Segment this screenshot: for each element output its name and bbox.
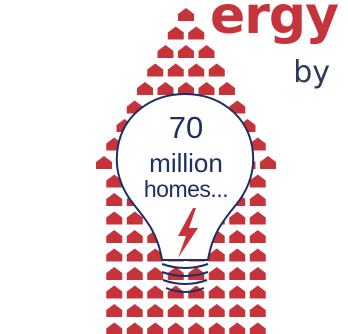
house-icon [208, 304, 225, 317]
house-icon [229, 230, 246, 243]
house-icon [188, 63, 205, 77]
house-icon [208, 285, 225, 299]
house-icon [126, 248, 143, 262]
house-icon [126, 285, 143, 299]
house-icon [126, 230, 143, 243]
house-icon [106, 322, 123, 334]
house-icon [229, 100, 246, 114]
homes-count-unit: million [149, 148, 223, 178]
house-icon [126, 322, 143, 334]
house-icon [96, 156, 112, 169]
homes-count: 70 [168, 110, 204, 145]
house-icon [188, 267, 205, 280]
bulb-base [161, 263, 209, 293]
house-icon [198, 82, 215, 95]
house-icon [147, 285, 164, 299]
house-icon [167, 63, 184, 77]
house-icon [157, 45, 174, 58]
lightning-bolt-icon [178, 208, 198, 258]
house-icon [229, 304, 246, 317]
headline-energy: ergy [209, 0, 339, 46]
house-icon [157, 82, 174, 95]
house-icon [188, 322, 205, 334]
house-icon [167, 304, 184, 317]
house-icon [106, 230, 123, 243]
house-icon [178, 8, 194, 21]
house-icon [167, 322, 184, 334]
house-icon [229, 322, 246, 334]
house-icon [208, 248, 225, 262]
house-icon [229, 267, 246, 280]
house-icon [249, 285, 266, 299]
house-icon [249, 137, 266, 151]
house-icon [229, 285, 246, 299]
house-icon [208, 322, 225, 334]
house-icon [178, 45, 194, 58]
house-icon [208, 63, 225, 77]
house-icon [249, 174, 266, 188]
house-icon [106, 267, 123, 280]
house-icon [106, 193, 123, 206]
house-icon [229, 211, 246, 225]
house-icon [147, 248, 164, 262]
house-icon [219, 82, 235, 95]
house-icon [137, 82, 153, 95]
house-icon [188, 26, 205, 40]
house-icon [167, 26, 184, 40]
light-bulb-icon [115, 92, 255, 293]
house-icon [178, 82, 194, 95]
house-icon [106, 211, 123, 225]
house-icon [249, 211, 266, 225]
house-icon [188, 304, 205, 317]
house-icon [198, 45, 215, 58]
house-icon [249, 322, 266, 334]
house-icon [249, 267, 266, 280]
house-icon [249, 304, 266, 317]
house-icon [106, 174, 123, 188]
house-icon [147, 63, 164, 77]
house-icon [126, 211, 143, 225]
headline-by: by [293, 55, 330, 90]
house-icon [106, 304, 123, 317]
house-icon [126, 267, 143, 280]
homes-label: homes... [143, 176, 229, 202]
house-icon [249, 230, 266, 243]
house-icon [249, 248, 266, 262]
bulb-glass [115, 92, 255, 261]
house-icon [147, 267, 164, 280]
house-icon [126, 304, 143, 317]
house-icon [249, 193, 266, 206]
house-icon [147, 322, 164, 334]
house-icon [106, 248, 123, 262]
house-icon [147, 304, 164, 317]
house-icon [106, 285, 123, 299]
house-icon [208, 267, 225, 280]
house-icon [229, 248, 246, 262]
house-icon [260, 156, 276, 169]
